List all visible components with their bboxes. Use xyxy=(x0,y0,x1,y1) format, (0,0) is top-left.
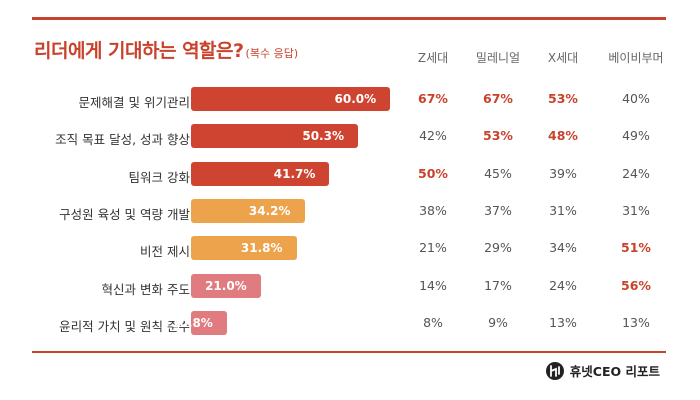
bar xyxy=(191,236,297,261)
table-cell: 45% xyxy=(484,165,512,181)
brand: 휴넷CEO 리포트 xyxy=(545,361,660,380)
table-cell: 31% xyxy=(549,202,577,218)
table-cell: 67% xyxy=(483,91,513,106)
column-header: 베이비부머 xyxy=(608,51,664,65)
bar-value-label: 41.7% xyxy=(273,166,316,181)
table-cell: 42% xyxy=(419,128,447,144)
table-cell: 24% xyxy=(622,165,650,181)
table-cell: 14% xyxy=(419,277,447,293)
table-cell: 13% xyxy=(549,314,577,330)
chart-title: 리더에게 기대하는 역할은? xyxy=(34,40,244,62)
bar-value-label: 34.2% xyxy=(248,203,291,218)
table-cell: 9% xyxy=(488,314,508,330)
chart-title-block: 리더에게 기대하는 역할은? (복수 응답) xyxy=(34,36,298,63)
category-label: 비전 제시 xyxy=(140,244,190,260)
bar xyxy=(191,161,330,186)
table-cell: 53% xyxy=(483,128,513,144)
table-cell: 39% xyxy=(549,165,577,181)
column-header: Z세대 xyxy=(417,51,449,65)
table-cell: 56% xyxy=(621,277,651,293)
table-cell: 31% xyxy=(622,202,650,218)
category-label: 팀워크 강화 xyxy=(128,169,190,185)
bar-value-label: 10.8% xyxy=(171,315,213,330)
table-cell: 17% xyxy=(484,277,512,293)
bar-value-label: 31.8% xyxy=(240,241,283,256)
table-cell: 50% xyxy=(418,165,448,181)
category-label: 조직 목표 달성, 성과 향상 xyxy=(55,132,190,148)
table-cell: 21% xyxy=(419,240,447,256)
table-cell: 48% xyxy=(548,128,578,144)
top-rule xyxy=(32,17,666,20)
table-cell: 8% xyxy=(423,314,443,330)
category-label: 구성원 육성 및 역량 개발 xyxy=(59,206,190,222)
bottom-rule xyxy=(32,351,666,353)
category-label: 윤리적 가치 및 원칙 준수 xyxy=(59,318,190,334)
category-label: 문제해결 및 위기관리 xyxy=(78,95,190,110)
table-cell: 49% xyxy=(622,128,650,144)
table-cell: 29% xyxy=(484,240,512,256)
brand-logo-icon xyxy=(545,361,564,380)
chart-subtitle: (복수 응답) xyxy=(245,47,299,60)
bar-value-label: 21.0% xyxy=(205,278,247,293)
table-cell: 51% xyxy=(621,240,651,256)
table-cell: 38% xyxy=(419,202,447,218)
bar xyxy=(191,198,305,223)
table-cell: 40% xyxy=(622,91,650,106)
brand-name: 휴넷CEO 리포트 xyxy=(569,364,660,379)
table-cell: 37% xyxy=(484,202,512,218)
bar xyxy=(191,273,261,298)
bar-value-label: 60.0% xyxy=(334,92,377,106)
column-header: 밀레니얼 xyxy=(475,51,521,65)
category-label: 혁신과 변화 주도 xyxy=(101,281,190,297)
table-cell: 13% xyxy=(622,314,650,330)
bar xyxy=(191,124,358,149)
table-cell: 34% xyxy=(549,240,577,256)
bar xyxy=(191,310,227,335)
bar-value-label: 50.3% xyxy=(302,129,344,144)
table-cell: 67% xyxy=(418,91,448,106)
bar xyxy=(191,87,391,111)
table-cell: 24% xyxy=(549,277,577,293)
column-header: X세대 xyxy=(547,51,579,65)
table-cell: 53% xyxy=(548,91,578,106)
